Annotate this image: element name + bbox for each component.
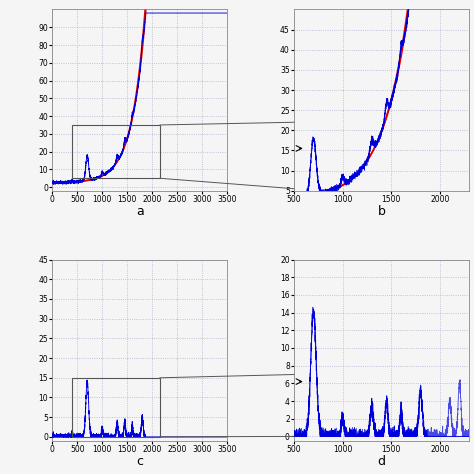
- Bar: [72, 378, 160, 437]
- Bar: [72, 125, 160, 178]
- X-axis label: d: d: [378, 456, 386, 468]
- X-axis label: a: a: [136, 205, 144, 218]
- X-axis label: c: c: [136, 456, 143, 468]
- X-axis label: b: b: [378, 205, 385, 218]
